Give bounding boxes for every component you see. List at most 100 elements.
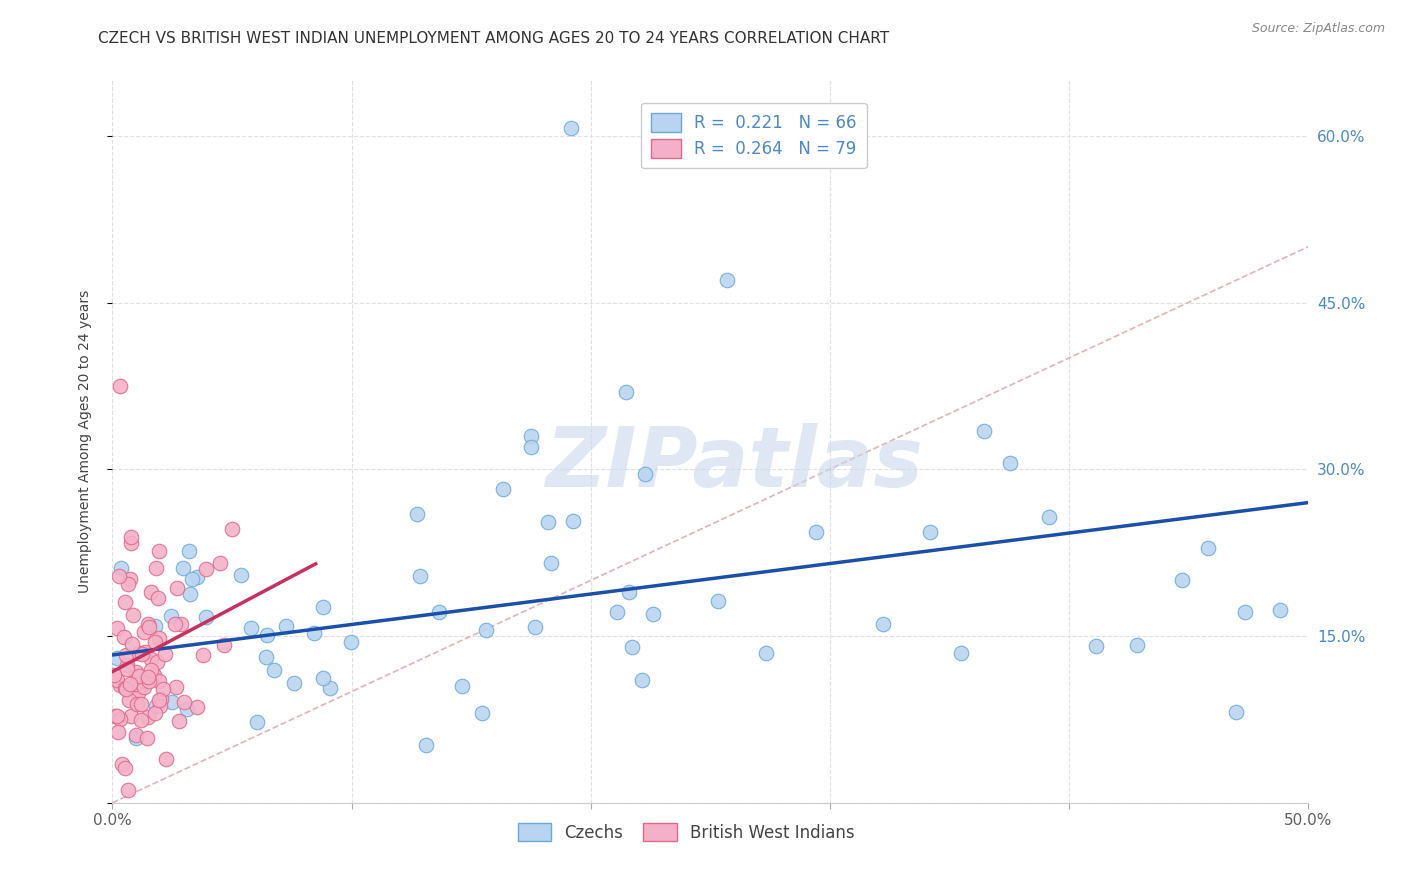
Point xyxy=(146,655,169,669)
Point xyxy=(148,674,170,689)
Point xyxy=(138,620,160,634)
Y-axis label: Unemployment Among Ages 20 to 24 years: Unemployment Among Ages 20 to 24 years xyxy=(77,290,91,593)
Point xyxy=(148,692,170,706)
Point xyxy=(132,625,155,640)
Point xyxy=(716,273,738,287)
Point xyxy=(540,556,562,570)
Point xyxy=(181,573,204,587)
Point xyxy=(143,706,166,721)
Point xyxy=(160,694,183,708)
Point xyxy=(707,593,730,607)
Point xyxy=(134,645,156,659)
Point xyxy=(606,605,628,619)
Point xyxy=(1233,605,1256,619)
Point xyxy=(949,646,972,660)
Point xyxy=(107,650,129,665)
Point xyxy=(110,561,132,575)
Point xyxy=(631,673,654,687)
Point xyxy=(108,677,131,691)
Point xyxy=(177,544,200,558)
Point xyxy=(173,695,195,709)
Point xyxy=(141,652,163,666)
Point xyxy=(155,752,177,766)
Point xyxy=(1171,574,1194,588)
Point xyxy=(143,619,166,633)
Point xyxy=(118,677,141,691)
Point xyxy=(108,379,131,393)
Point xyxy=(124,677,146,691)
Point xyxy=(148,543,170,558)
Point xyxy=(115,657,138,672)
Point xyxy=(143,635,166,649)
Point xyxy=(634,467,657,481)
Point xyxy=(114,681,136,695)
Point xyxy=(195,610,218,624)
Point xyxy=(128,646,150,660)
Text: ZIPatlas: ZIPatlas xyxy=(546,423,922,504)
Point xyxy=(167,714,190,729)
Point xyxy=(121,637,143,651)
Point xyxy=(110,712,132,726)
Point xyxy=(138,674,160,689)
Point xyxy=(129,713,152,727)
Point xyxy=(166,581,188,595)
Point xyxy=(209,556,232,570)
Point xyxy=(118,693,141,707)
Point xyxy=(172,560,194,574)
Point xyxy=(304,625,326,640)
Point xyxy=(141,663,163,677)
Point xyxy=(186,570,208,584)
Point xyxy=(125,665,148,679)
Point xyxy=(117,662,139,676)
Point xyxy=(163,617,186,632)
Point xyxy=(115,682,138,697)
Point xyxy=(145,561,167,575)
Point xyxy=(492,482,515,496)
Point xyxy=(806,524,828,539)
Point xyxy=(120,709,142,723)
Point xyxy=(1126,638,1149,652)
Point xyxy=(283,675,305,690)
Point xyxy=(998,456,1021,470)
Point xyxy=(165,680,187,694)
Point xyxy=(149,699,172,714)
Point xyxy=(131,647,153,661)
Point xyxy=(107,724,129,739)
Point xyxy=(148,631,170,645)
Point xyxy=(451,680,474,694)
Point xyxy=(128,669,150,683)
Point xyxy=(340,635,363,649)
Point xyxy=(191,648,214,663)
Point xyxy=(117,577,139,591)
Point xyxy=(122,608,145,623)
Point xyxy=(129,680,152,694)
Point xyxy=(153,647,176,661)
Point xyxy=(112,630,135,644)
Point xyxy=(256,628,278,642)
Point xyxy=(136,710,159,724)
Point xyxy=(115,648,138,662)
Point xyxy=(520,429,543,443)
Point xyxy=(170,617,193,632)
Point xyxy=(152,681,174,696)
Point xyxy=(127,686,149,700)
Point xyxy=(114,761,136,775)
Point xyxy=(221,522,243,536)
Point xyxy=(179,587,201,601)
Point xyxy=(872,616,894,631)
Point xyxy=(254,650,277,665)
Point xyxy=(617,585,640,599)
Point xyxy=(136,731,159,745)
Point xyxy=(562,515,585,529)
Point xyxy=(129,697,152,711)
Point xyxy=(120,536,142,550)
Point xyxy=(755,646,778,660)
Point xyxy=(474,623,496,637)
Point xyxy=(918,524,941,539)
Point xyxy=(139,585,162,599)
Point xyxy=(1198,541,1220,556)
Point xyxy=(160,609,183,624)
Point xyxy=(263,664,285,678)
Point xyxy=(520,440,543,454)
Point xyxy=(105,673,128,687)
